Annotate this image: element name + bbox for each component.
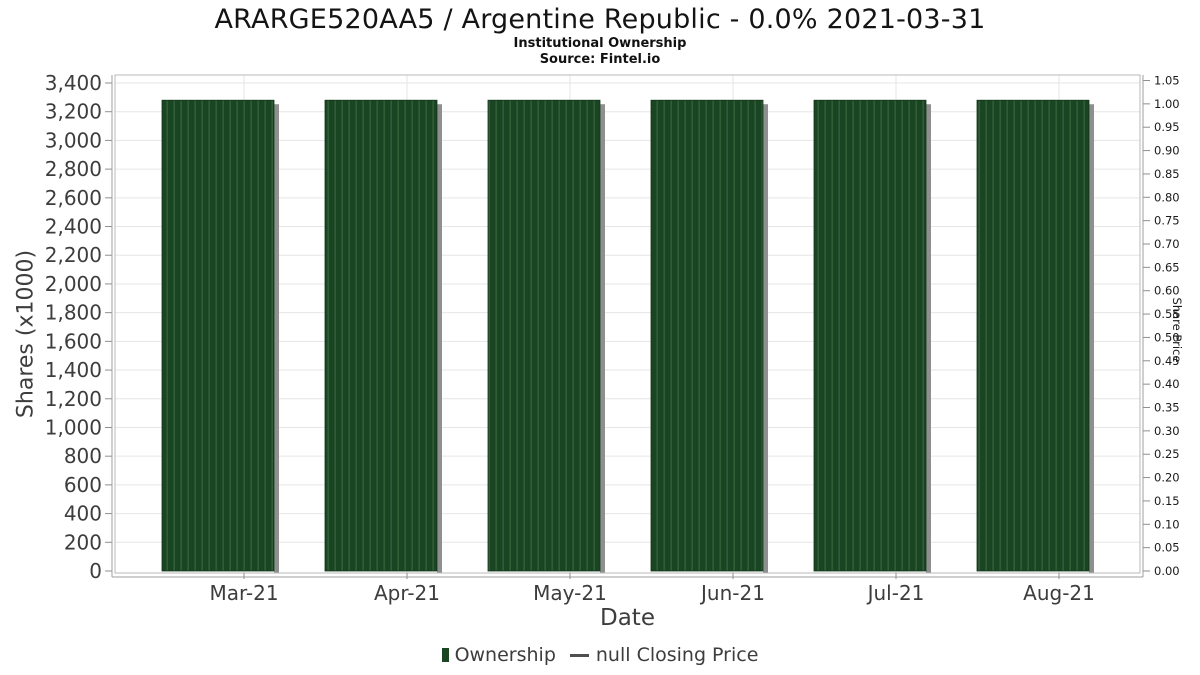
y-right-tick-label: 1.00: [1154, 97, 1180, 111]
bar-Apr-21: [324, 99, 438, 572]
left-axis: 0 200 400 600 800 1,000 1,200 1,400 1,600 1,800 2,…: [45, 71, 112, 583]
y-right-tick-label: 0.95: [1154, 120, 1180, 134]
y-left-tick-label: 2,800: [45, 157, 102, 181]
bar-shadow: [600, 104, 605, 574]
legend-label-ownership: Ownership: [454, 644, 556, 666]
y-right-tick-label: 0.90: [1154, 144, 1180, 158]
bar-Mar-21: [161, 99, 275, 572]
x-axis: Mar-21 Apr-21 May-21 Jun-21 Jul-21 Aug-21: [209, 573, 1095, 605]
bar-shadow: [274, 104, 279, 574]
ownership-bar-swatch-icon: [441, 648, 449, 662]
y-right-tick-label: 0.40: [1154, 377, 1180, 391]
y-right-tick-label: 1.05: [1154, 74, 1180, 88]
plot-border: [114, 74, 1141, 574]
x-tick-label: May-21: [533, 581, 607, 605]
bar-May-21: [487, 99, 601, 572]
chart-source: Source: Fintel.io: [539, 52, 661, 67]
y-right-tick-label: 0.50: [1154, 330, 1180, 344]
y-axis-right-title: Share Price: [1170, 297, 1184, 363]
y-left-tick-label: 2,400: [45, 215, 102, 239]
y-right-tick-label: 0.80: [1154, 190, 1180, 204]
y-left-tick-label: 1,800: [45, 301, 102, 325]
y-left-tick-label: 3,000: [45, 128, 102, 152]
y-left-tick-label: 400: [64, 502, 102, 526]
bar-Jul-21: [813, 99, 927, 572]
y-right-tick-label: 0.70: [1154, 237, 1180, 251]
y-right-tick-label: 0.15: [1154, 494, 1180, 508]
x-tick-label: Jun-21: [699, 581, 765, 605]
y-left-tick-label: 1,000: [45, 415, 102, 439]
y-right-tick-label: 0.35: [1154, 401, 1180, 415]
y-right-tick-label: 0.85: [1154, 167, 1180, 181]
legend-label-closing-price: null Closing Price: [595, 644, 759, 666]
x-tick-label: Aug-21: [1023, 581, 1095, 605]
y-right-tick-label: 0.45: [1154, 354, 1180, 368]
y-left-tick-label: 800: [64, 444, 102, 468]
y-right-tick-label: 0.25: [1154, 447, 1180, 461]
axis-lines: [111, 74, 1144, 578]
x-axis-title: Date: [600, 605, 655, 631]
bar-shadow: [763, 104, 768, 574]
y-left-tick-label: 3,400: [45, 71, 102, 95]
y-left-tick-label: 1,200: [45, 387, 102, 411]
bars: [161, 99, 1094, 574]
bar-shadow: [926, 104, 931, 574]
chart-title: ARARGE520AA5 / Argentine Republic - 0.0%…: [214, 4, 986, 35]
y-right-tick-label: 0.75: [1154, 214, 1180, 228]
closing-price-line-swatch-icon: [569, 653, 589, 657]
right-axis: 0.00 0.05 0.10 0.15 0.20 0.25 0.30 0.35 0.40 0.45…: [1143, 74, 1180, 578]
y-right-tick-label: 0.00: [1154, 564, 1180, 578]
bar-Jun-21: [650, 99, 764, 572]
bar-Aug-21: [976, 99, 1090, 572]
y-left-tick-label: 200: [64, 530, 102, 554]
y-right-tick-label: 0.55: [1154, 307, 1180, 321]
y-left-tick-label: 2,000: [45, 272, 102, 296]
y-right-tick-label: 0.60: [1154, 284, 1180, 298]
legend-item-ownership: Ownership: [441, 644, 556, 666]
x-tick-label: Mar-21: [209, 581, 278, 605]
y-right-tick-label: 0.65: [1154, 260, 1180, 274]
legend: Ownership null Closing Price: [0, 644, 1200, 666]
h-gridlines: [115, 82, 1140, 543]
x-tick-label: Apr-21: [374, 581, 440, 605]
y-right-tick-label: 0.10: [1154, 517, 1180, 531]
legend-item-closing-price: null Closing Price: [569, 644, 759, 666]
y-left-tick-label: 3,200: [45, 100, 102, 124]
x-tick-label: Jul-21: [866, 581, 925, 605]
y-right-tick-label: 0.20: [1154, 471, 1180, 485]
y-right-tick-label: 0.30: [1154, 424, 1180, 438]
y-right-tick-label: 0.05: [1154, 541, 1180, 555]
y-axis-left-title: Shares (x1000): [13, 249, 39, 419]
y-left-tick-label: 1,400: [45, 358, 102, 382]
y-left-tick-label: 0: [89, 559, 102, 583]
bar-shadow: [437, 104, 442, 574]
bar-shadow: [1089, 104, 1094, 574]
chart-subtitle: Institutional Ownership: [513, 36, 687, 51]
y-left-tick-label: 600: [64, 473, 102, 497]
y-left-tick-label: 2,200: [45, 243, 102, 267]
y-left-tick-label: 2,600: [45, 186, 102, 210]
y-left-tick-label: 1,600: [45, 329, 102, 353]
